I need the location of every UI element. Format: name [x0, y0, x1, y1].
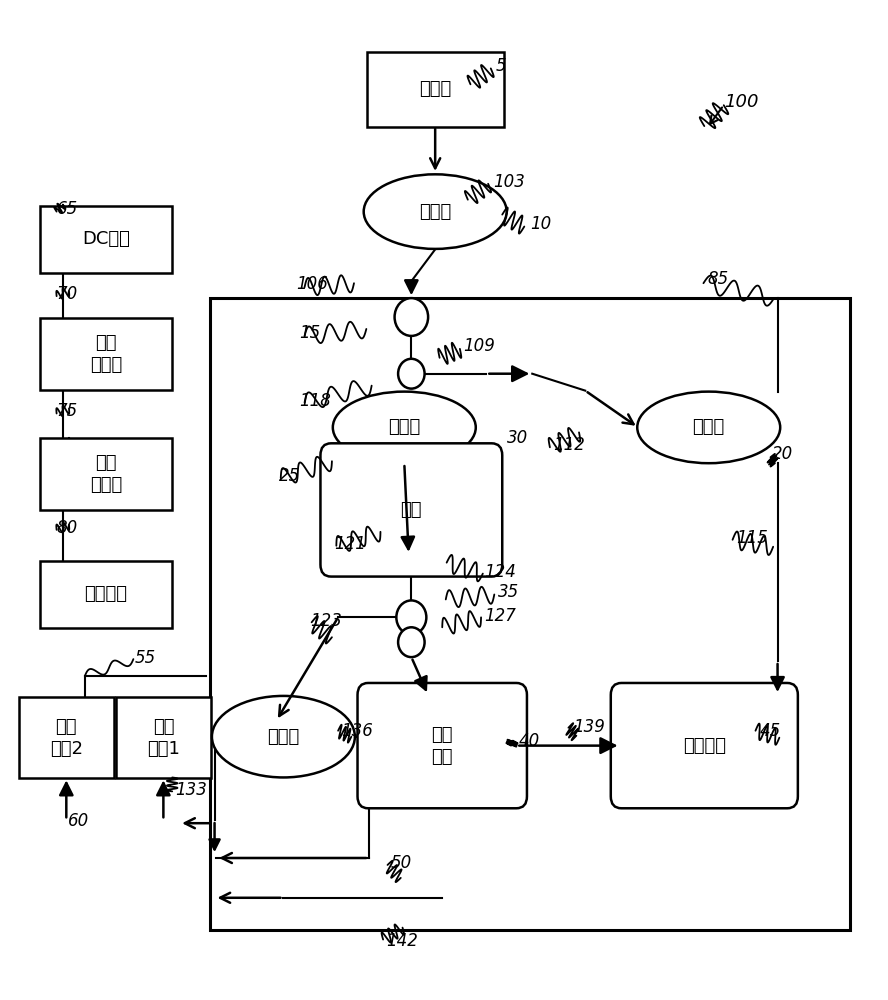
Text: 112: 112	[553, 436, 585, 454]
FancyBboxPatch shape	[358, 683, 527, 808]
Text: 100: 100	[725, 93, 759, 111]
Text: 辅助
信号板: 辅助 信号板	[90, 454, 123, 494]
Text: 123: 123	[310, 612, 342, 630]
Text: 55: 55	[135, 649, 156, 667]
Text: 40: 40	[519, 732, 540, 750]
Text: 75: 75	[57, 401, 78, 420]
Text: 调节器: 调节器	[267, 728, 299, 746]
Text: 流出
拉手2: 流出 拉手2	[50, 718, 83, 758]
Text: 115: 115	[736, 529, 768, 547]
FancyBboxPatch shape	[40, 206, 172, 273]
Text: 25: 25	[279, 467, 300, 485]
Text: 103: 103	[494, 173, 526, 191]
Text: DC电源: DC电源	[82, 230, 130, 248]
Text: 136: 136	[341, 722, 373, 740]
Text: 124: 124	[485, 563, 517, 581]
Text: 20: 20	[773, 445, 794, 463]
Text: 流出
拉手1: 流出 拉手1	[147, 718, 180, 758]
Text: 121: 121	[335, 535, 367, 553]
FancyBboxPatch shape	[321, 443, 503, 577]
Text: 电力
继电器: 电力 继电器	[90, 334, 123, 374]
Text: 5: 5	[496, 57, 506, 75]
Text: 127: 127	[485, 607, 517, 625]
Text: 调节器: 调节器	[388, 418, 420, 436]
Text: 泵和
马达: 泵和 马达	[432, 726, 453, 766]
FancyBboxPatch shape	[40, 318, 172, 390]
FancyBboxPatch shape	[19, 697, 114, 778]
Ellipse shape	[212, 696, 355, 777]
FancyBboxPatch shape	[210, 298, 850, 930]
Text: 10: 10	[530, 215, 551, 233]
Circle shape	[398, 359, 424, 389]
Text: 充气器皿: 充气器皿	[683, 737, 725, 755]
Text: 45: 45	[760, 722, 781, 740]
FancyBboxPatch shape	[115, 697, 211, 778]
Ellipse shape	[333, 392, 476, 463]
Text: 106: 106	[296, 275, 328, 293]
Text: 15: 15	[299, 324, 321, 342]
FancyBboxPatch shape	[40, 561, 172, 628]
Text: 139: 139	[573, 718, 605, 736]
Text: 30: 30	[507, 429, 527, 447]
Circle shape	[394, 298, 428, 336]
Text: 35: 35	[498, 583, 519, 601]
Text: 调节器: 调节器	[419, 203, 451, 221]
Circle shape	[396, 600, 426, 634]
Text: 133: 133	[175, 781, 207, 799]
Text: 50: 50	[391, 854, 412, 872]
Text: 气体源: 气体源	[419, 80, 451, 98]
Text: 容器: 容器	[400, 501, 422, 519]
Text: 109: 109	[464, 337, 496, 355]
FancyBboxPatch shape	[611, 683, 797, 808]
Text: 主电力板: 主电力板	[84, 585, 128, 603]
Circle shape	[398, 627, 424, 657]
Text: 85: 85	[707, 270, 728, 288]
FancyBboxPatch shape	[367, 52, 503, 127]
Ellipse shape	[638, 392, 781, 463]
FancyBboxPatch shape	[40, 438, 172, 510]
Text: 60: 60	[68, 812, 90, 830]
Text: 142: 142	[386, 932, 418, 950]
Text: 118: 118	[299, 392, 331, 410]
Ellipse shape	[364, 174, 507, 249]
Text: 80: 80	[57, 519, 78, 537]
Text: 65: 65	[57, 200, 78, 218]
Text: 调节器: 调节器	[693, 418, 725, 436]
Text: 70: 70	[57, 285, 78, 303]
